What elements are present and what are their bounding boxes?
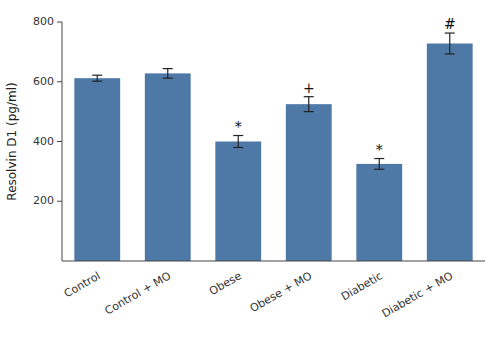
- y-axis-label: Resolvin D1 (pg/ml): [5, 82, 19, 200]
- y-tick: [57, 201, 62, 202]
- error-bar: [92, 75, 102, 81]
- error-bar: [163, 69, 173, 79]
- error-bar: [233, 136, 243, 148]
- y-tick: [57, 81, 62, 82]
- bar: [286, 104, 332, 261]
- bar: [427, 44, 473, 261]
- annotation: +: [303, 80, 315, 96]
- chart-container: 200 400 600 800 ControlControl + MO ObeseObes…: [0, 0, 500, 339]
- bar: [145, 73, 191, 261]
- bar: [215, 142, 261, 262]
- annotation: #: [444, 16, 456, 32]
- x-tick-label: Obese + MO: [248, 269, 315, 315]
- y-tick-label: 200: [33, 194, 54, 207]
- x-tick-label: Obese: [207, 269, 244, 298]
- chart: 200 400 600 800 ControlControl + MO ObeseObes…: [0, 0, 500, 339]
- x-tick-label: Control: [62, 269, 103, 300]
- error-bar: [374, 159, 384, 170]
- x-tick-label: Diabetic + MO: [380, 269, 456, 320]
- error-bar: [445, 33, 455, 54]
- error-bar: [304, 97, 314, 112]
- y-tick-label: 600: [33, 75, 54, 88]
- annotation: *: [376, 142, 383, 158]
- y-tick: [57, 141, 62, 142]
- bar: [74, 78, 120, 261]
- y-tick-label: 400: [33, 135, 54, 148]
- x-tick-label: Control + MO: [103, 269, 174, 317]
- bar: [356, 164, 402, 261]
- annotation: *: [235, 119, 242, 135]
- plot-area: [74, 33, 472, 261]
- x-tick-label: Diabetic: [339, 269, 385, 303]
- y-tick: [57, 22, 62, 23]
- y-tick-label: 800: [33, 15, 54, 28]
- x-axis-line: [62, 261, 485, 262]
